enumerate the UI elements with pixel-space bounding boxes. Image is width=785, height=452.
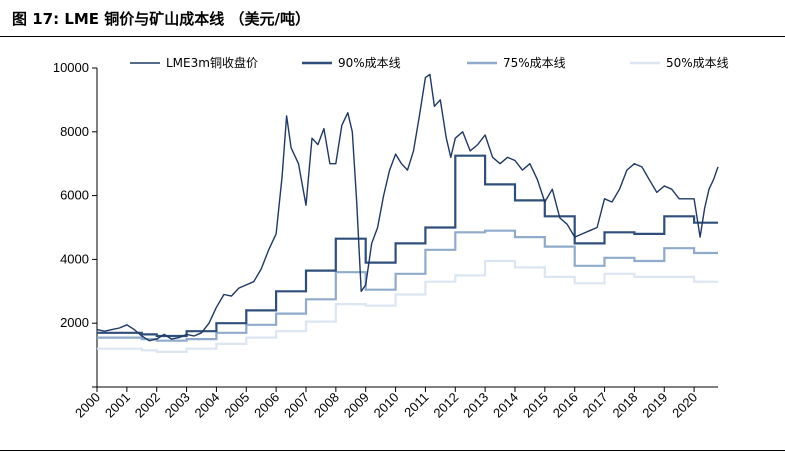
top-rule: [0, 36, 785, 37]
series-line-LME3m铜收盘价: [96, 73, 719, 342]
x-tick-label: 2005: [221, 390, 252, 421]
y-tick-label: 10000: [53, 60, 89, 75]
x-tick-label: 2009: [341, 390, 372, 421]
legend-label: 50%成本线: [666, 56, 729, 70]
legend: LME3m铜收盘价 90%成本线 75%成本线 50%成本线: [130, 55, 729, 70]
y-tick-label: 2000: [60, 315, 89, 330]
x-tick-label: 2010: [371, 390, 402, 421]
axes: 2000400060008000100002000200120022003200…: [53, 60, 718, 421]
series-line-50%成本线: [97, 259, 718, 353]
x-tick-label: 2008: [311, 390, 342, 421]
figure-title: 图 17: LME 铜价与矿山成本线 （美元/吨）: [12, 10, 310, 28]
x-tick-label: 2011: [401, 390, 431, 420]
x-tick-label: 2015: [520, 390, 551, 421]
x-tick-label: 2019: [639, 390, 670, 421]
x-tick-label: 2016: [550, 390, 581, 421]
x-tick-label: 2001: [102, 390, 133, 421]
legend-label: 75%成本线: [503, 56, 566, 70]
x-tick-label: 2004: [191, 390, 222, 421]
x-tick-label: 2006: [251, 390, 282, 421]
x-tick-label: 2002: [132, 390, 163, 421]
x-tick-label: 2013: [460, 390, 491, 421]
x-tick-label: 2017: [580, 390, 611, 421]
series-line-90%成本线: [97, 154, 718, 338]
x-tick-label: 2012: [430, 390, 461, 421]
x-tick-label: 2014: [490, 390, 521, 421]
bottom-rule: [0, 450, 785, 451]
series-line-75%成本线: [97, 229, 718, 342]
cost-lines: [97, 154, 718, 353]
x-tick-label: 2003: [162, 390, 193, 421]
x-tick-label: 2007: [281, 390, 312, 421]
y-tick-label: 4000: [60, 251, 89, 266]
legend-label: 90%成本线: [338, 56, 401, 70]
y-tick-label: 8000: [60, 124, 89, 139]
legend-label: LME3m铜收盘价: [166, 55, 258, 70]
x-tick-label: 2018: [609, 390, 640, 421]
x-tick-label: 2000: [72, 390, 103, 421]
price-line: [96, 73, 719, 342]
y-tick-label: 6000: [60, 188, 89, 203]
x-tick-label: 2020: [669, 390, 700, 421]
